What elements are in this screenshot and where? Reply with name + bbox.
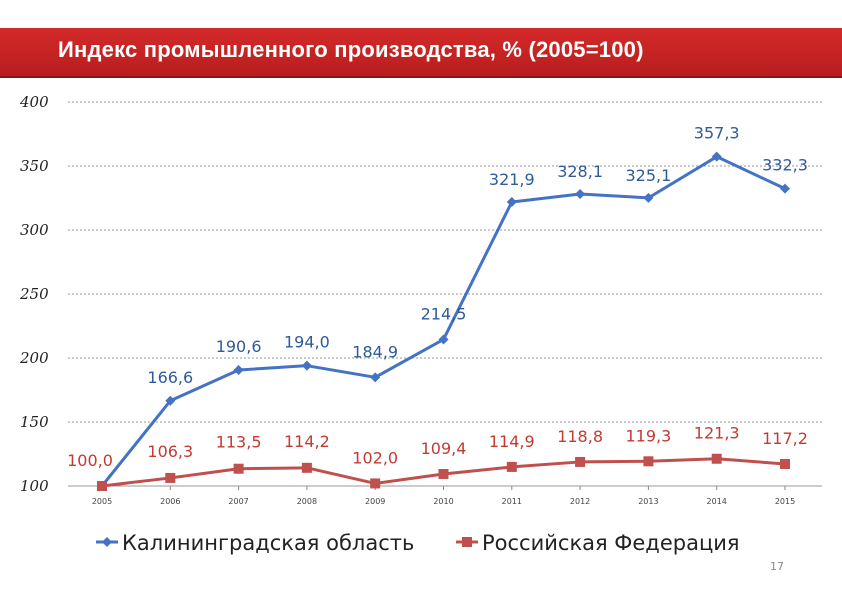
data-label: 106,3 (147, 442, 193, 461)
data-point (711, 151, 722, 162)
data-point (643, 192, 654, 203)
y-tick-label: 250 (19, 285, 49, 303)
data-point (643, 456, 654, 467)
x-tick-label: 2010 (433, 497, 453, 506)
data-point (438, 334, 449, 345)
data-point (575, 456, 586, 467)
data-label: 321,9 (489, 170, 535, 189)
data-label: 117,2 (762, 429, 808, 448)
data-point (370, 372, 381, 383)
x-tick-label: 2015 (775, 497, 795, 506)
y-tick-label: 200 (19, 349, 49, 367)
x-tick-label: 2009 (365, 497, 385, 506)
data-label: 214,5 (421, 304, 467, 323)
x-tick-label: 2011 (502, 497, 522, 506)
data-point (506, 196, 517, 207)
data-label: 332,3 (762, 156, 808, 175)
data-point (233, 365, 244, 376)
data-label: 357,3 (694, 124, 740, 143)
data-point (506, 461, 517, 472)
data-label: 102,0 (352, 448, 398, 467)
x-tick-label: 2013 (638, 497, 658, 506)
page-number: 17 (770, 560, 784, 573)
data-point (370, 478, 381, 489)
data-label: 166,6 (147, 368, 193, 387)
data-point (233, 463, 244, 474)
legend-marker (462, 537, 472, 547)
data-label: 121,3 (694, 424, 740, 443)
data-point (97, 481, 107, 491)
data-point (438, 468, 449, 479)
data-point (711, 453, 722, 464)
data-label: 109,4 (421, 439, 467, 458)
x-tick-label: 2008 (297, 497, 317, 506)
data-label: 119,3 (625, 426, 671, 445)
data-point (575, 189, 586, 200)
data-point (780, 183, 790, 194)
x-tick-label: 2006 (160, 497, 180, 506)
data-label: 325,1 (625, 166, 671, 185)
data-label: 114,9 (489, 432, 535, 451)
legend: Калининградская область Российская Федера… (96, 531, 740, 555)
gridlines (68, 101, 822, 487)
y-tick-label: 350 (20, 157, 49, 175)
data-labels: 166,6 190,6 194,0 184,9 214,5 321,9 328,1 325,1… (67, 124, 808, 470)
legend-label: Калининградская область (122, 531, 414, 555)
data-label: 114,2 (284, 432, 330, 451)
chart-title: Индекс промышленного производства, % (20… (58, 37, 644, 62)
y-tick-label: 400 (19, 93, 49, 111)
series-layer (97, 151, 790, 491)
data-label: 100,0 (67, 451, 113, 470)
y-tick-label: 300 (20, 221, 49, 239)
data-point (301, 462, 312, 473)
data-label: 184,9 (352, 342, 398, 361)
x-tick-label: 2014 (707, 497, 727, 506)
y-axis-ticks: 100 150 200 250 300 350 400 (19, 93, 49, 495)
data-label: 118,8 (557, 427, 603, 446)
legend-label: Российская Федерация (482, 531, 740, 555)
x-tick-label: 2012 (570, 497, 590, 506)
legend-marker (102, 537, 112, 547)
data-point (780, 458, 790, 469)
data-point (165, 395, 176, 406)
data-label: 328,1 (557, 162, 603, 181)
title-bar: Индекс промышленного производства, % (20… (0, 28, 842, 78)
y-tick-label: 150 (20, 413, 49, 431)
data-label: 194,0 (284, 333, 330, 352)
x-axis-ticks: 2005 2006 2007 2008 2009 2010 2011 2012 2013 2014… (92, 486, 795, 506)
x-tick-label: 2005 (92, 497, 112, 506)
x-tick-label: 2007 (228, 497, 248, 506)
data-point (301, 360, 312, 371)
y-tick-label: 100 (20, 477, 49, 495)
data-label: 190,6 (216, 337, 262, 356)
data-point (165, 472, 176, 483)
data-label: 113,5 (216, 433, 262, 452)
